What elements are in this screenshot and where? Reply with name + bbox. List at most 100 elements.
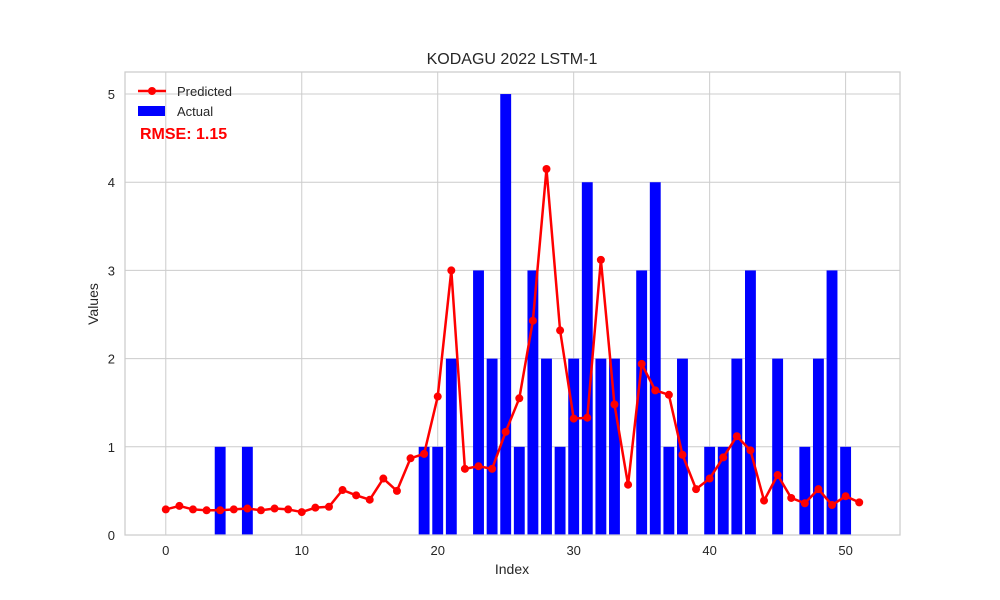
point-predicted bbox=[528, 316, 537, 325]
legend-predicted-marker bbox=[148, 87, 156, 95]
x-tick-label: 40 bbox=[702, 543, 716, 558]
point-predicted bbox=[651, 386, 660, 395]
bar-actual bbox=[500, 94, 512, 536]
y-tick-label: 5 bbox=[108, 87, 115, 102]
bar-actual bbox=[581, 182, 593, 535]
legend-actual-swatch bbox=[138, 106, 165, 116]
y-tick-label: 1 bbox=[108, 440, 115, 455]
bar-actual bbox=[636, 270, 648, 535]
point-predicted bbox=[270, 504, 279, 513]
bar-actual bbox=[473, 270, 484, 535]
point-predicted bbox=[324, 502, 333, 511]
point-predicted bbox=[556, 326, 565, 335]
legend-predicted-label: Predicted bbox=[177, 84, 232, 99]
bar-actual bbox=[445, 358, 457, 535]
point-predicted bbox=[828, 501, 837, 510]
point-predicted bbox=[216, 506, 225, 515]
point-predicted bbox=[420, 449, 429, 458]
point-predicted bbox=[515, 394, 524, 403]
bar-actual bbox=[649, 182, 661, 535]
point-predicted bbox=[583, 413, 592, 422]
point-predicted bbox=[814, 485, 823, 494]
x-tick-label: 30 bbox=[566, 543, 580, 558]
y-axis-label: Values bbox=[85, 283, 101, 325]
point-predicted bbox=[855, 498, 864, 507]
bar-actual bbox=[717, 446, 729, 535]
bar-actual bbox=[745, 270, 756, 535]
point-predicted bbox=[664, 390, 673, 399]
bar-actual bbox=[772, 358, 784, 535]
line-predicted bbox=[161, 165, 864, 517]
bar-actual bbox=[241, 446, 253, 535]
point-predicted bbox=[787, 493, 796, 502]
x-tick-label: 10 bbox=[295, 543, 309, 558]
point-predicted bbox=[705, 474, 714, 483]
point-predicted bbox=[488, 464, 497, 473]
bar-actual bbox=[527, 270, 539, 535]
bar-actual bbox=[840, 446, 852, 535]
bar-actual bbox=[486, 358, 498, 535]
point-predicted bbox=[637, 359, 646, 368]
x-axis-label: Index bbox=[495, 561, 529, 577]
point-predicted bbox=[760, 496, 769, 505]
point-predicted bbox=[773, 471, 782, 480]
point-predicted bbox=[692, 485, 701, 494]
y-tick-labels: 0 1 2 3 4 5 bbox=[108, 87, 115, 543]
chart-title: KODAGU 2022 LSTM-1 bbox=[427, 51, 598, 68]
point-predicted bbox=[175, 501, 184, 510]
bar-actual bbox=[609, 358, 620, 535]
point-predicted bbox=[447, 266, 456, 275]
point-predicted bbox=[800, 499, 809, 508]
point-predicted bbox=[732, 432, 741, 441]
y-tick-label: 0 bbox=[108, 528, 115, 543]
bar-actual bbox=[214, 446, 226, 535]
point-predicted bbox=[406, 454, 415, 463]
point-predicted bbox=[392, 486, 401, 495]
y-tick-label: 2 bbox=[108, 352, 115, 367]
point-predicted bbox=[284, 505, 293, 514]
point-predicted bbox=[719, 453, 728, 462]
point-predicted bbox=[188, 505, 197, 514]
point-predicted bbox=[501, 427, 510, 436]
point-predicted bbox=[365, 495, 374, 504]
bar-actual bbox=[432, 446, 444, 535]
point-predicted bbox=[379, 474, 388, 483]
point-predicted bbox=[624, 480, 633, 489]
x-tick-label: 50 bbox=[838, 543, 852, 558]
bar-actual bbox=[568, 358, 580, 535]
x-tick-label: 20 bbox=[430, 543, 444, 558]
rmse-annotation: RMSE: 1.15 bbox=[140, 126, 227, 143]
point-predicted bbox=[596, 255, 605, 264]
point-predicted bbox=[746, 446, 755, 455]
y-tick-label: 3 bbox=[108, 263, 115, 278]
point-predicted bbox=[610, 400, 619, 409]
bar-actual bbox=[677, 358, 688, 535]
point-predicted bbox=[311, 503, 320, 512]
bar-actual bbox=[812, 358, 824, 535]
bar-actual bbox=[826, 270, 838, 535]
bar-actual bbox=[704, 446, 716, 535]
point-predicted bbox=[202, 506, 211, 515]
bar-actual bbox=[513, 446, 525, 535]
y-tick-label: 4 bbox=[108, 175, 115, 190]
bar-actual bbox=[595, 358, 607, 535]
point-predicted bbox=[229, 505, 238, 514]
point-predicted bbox=[256, 506, 265, 515]
point-predicted bbox=[460, 464, 469, 473]
point-predicted bbox=[338, 486, 347, 495]
plot-frame bbox=[124, 71, 901, 536]
x-tick-label: 0 bbox=[162, 543, 169, 558]
point-predicted bbox=[678, 450, 687, 459]
bar-actual bbox=[541, 358, 552, 535]
bar-actual bbox=[554, 446, 566, 535]
legend: Predicted Actual bbox=[138, 84, 232, 119]
point-predicted bbox=[542, 165, 551, 174]
point-predicted bbox=[433, 392, 442, 401]
bar-actual bbox=[731, 358, 743, 535]
point-predicted bbox=[161, 505, 170, 514]
point-predicted bbox=[297, 508, 306, 517]
bar-actual bbox=[799, 446, 811, 535]
bars-actual bbox=[214, 94, 852, 536]
point-predicted bbox=[841, 492, 850, 501]
